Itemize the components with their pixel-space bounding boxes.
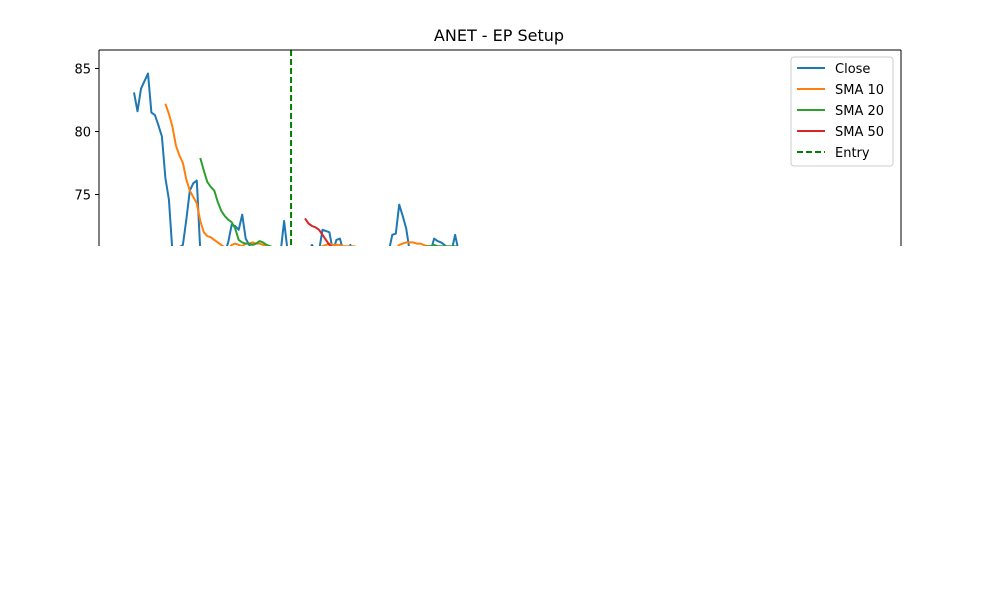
series-sma-20 (199, 157, 458, 246)
legend-label-entry: Entry (835, 146, 870, 161)
legend-entry-close: Close (797, 62, 870, 77)
legend-label-close: Close (835, 62, 870, 77)
legend-label-sma-10: SMA 10 (835, 83, 884, 98)
legend-label-sma-50: SMA 50 (835, 125, 884, 140)
y-tick-label-80: 80 (74, 126, 91, 141)
series-sma-50 (304, 217, 333, 246)
legend-box (790, 56, 894, 167)
y-axis-ticks: 75 80 85 (74, 63, 99, 204)
series-close (133, 72, 459, 246)
legend-label-sma-20: SMA 20 (835, 104, 884, 119)
series-layer (133, 72, 459, 246)
chart-title: ANET - EP Setup (434, 26, 564, 45)
y-tick-label-75: 75 (74, 189, 91, 204)
legend: Close SMA 10 SMA 20 SMA 50 Entry (790, 56, 894, 167)
legend-entry-sma-20: SMA 20 (797, 104, 884, 119)
series-sma-10 (164, 103, 437, 246)
series-line-close (133, 72, 459, 246)
axes-frame (98, 49, 902, 246)
y-tick-label-85: 85 (74, 63, 91, 78)
series-line-sma-10 (164, 103, 437, 246)
series-line-sma-20 (199, 157, 458, 246)
legend-entry-sma-50: SMA 50 (797, 125, 884, 140)
legend-entry-sma-10: SMA 10 (797, 83, 884, 98)
series-line-sma-50 (304, 217, 333, 246)
legend-entry-entry: Entry (797, 146, 870, 161)
